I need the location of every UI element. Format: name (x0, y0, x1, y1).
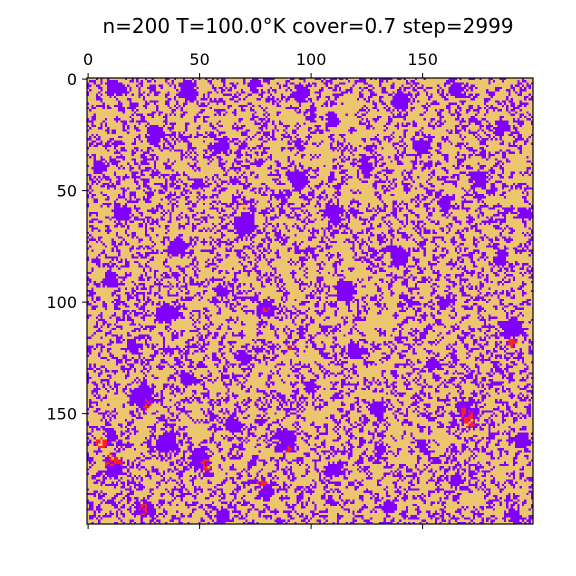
y-axis: 0 50 100 150 (46, 70, 87, 424)
x-tick-label: 50 (189, 50, 209, 69)
y-tick-label: 150 (46, 405, 77, 424)
x-tick-label: 150 (407, 50, 438, 69)
x-tick-label: 0 (83, 50, 93, 69)
chart-title: n=200 T=100.0°K cover=0.7 step=2999 (102, 14, 513, 38)
y-tick-label: 100 (46, 293, 77, 312)
x-tick-label: 100 (296, 50, 327, 69)
heatmap-image (87, 78, 533, 524)
x-axis: 0 50 100 150 (83, 50, 438, 529)
plot-frame (86, 77, 534, 525)
y-tick-label: 0 (67, 70, 77, 89)
y-tick-label: 50 (57, 182, 77, 201)
plot-area (87, 78, 533, 524)
